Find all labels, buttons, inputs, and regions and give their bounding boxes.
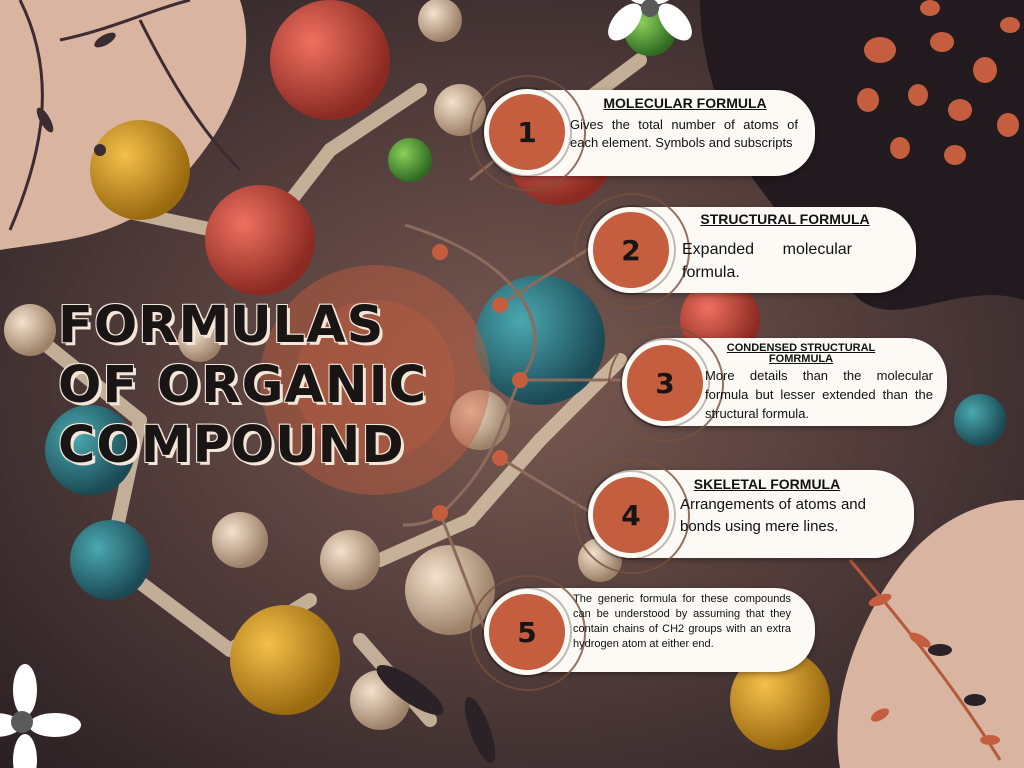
title-line-2: OF ORGANIC: [58, 356, 427, 415]
item-2-description: Expanded molecular formula.: [682, 241, 852, 281]
item-4-heading: SKELETAL FORMULA: [693, 476, 841, 492]
title-line-3: COMPOUND: [58, 416, 405, 475]
item-5-ring: [470, 575, 586, 691]
item-2-number-badge: 2: [588, 207, 674, 293]
title-line-1: FORMULAS: [58, 296, 385, 355]
main-title: FORMULAS OF ORGANIC COMPOUND: [58, 296, 478, 476]
item-1-number-badge: 1: [484, 89, 570, 175]
item-3-description: More details than the molecular formula …: [705, 368, 933, 421]
item-2-heading: STRUCTURAL FORMULA: [700, 211, 870, 227]
item-1-heading: MOLECULAR FORMULA: [603, 95, 767, 111]
item-5-number-badge: 5: [484, 589, 570, 675]
item-1-description: Gives the total number of atoms of each …: [570, 117, 798, 150]
item-5-description: The generic formula for these compounds …: [573, 593, 791, 650]
item-4-number-badge: 4: [588, 472, 674, 558]
item-1-ring: [470, 75, 586, 191]
item-4-description: Arrangements of atoms and bonds using me…: [680, 496, 866, 535]
item-3-heading: CONDENSED STRUCTURAL FOMRMULA: [726, 342, 876, 365]
item-3-ring: [608, 326, 724, 442]
item-4-ring: [574, 458, 690, 574]
item-2-ring: [574, 193, 690, 309]
item-3-number-badge: 3: [622, 340, 708, 426]
